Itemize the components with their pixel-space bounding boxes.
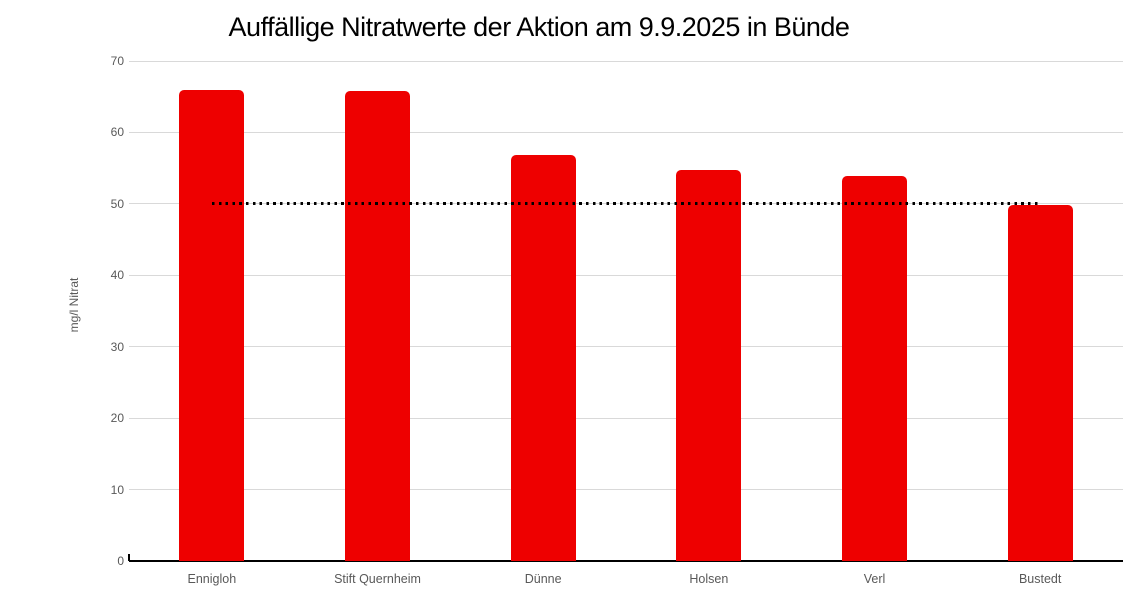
y-tick-label-0: 0 [117,554,124,568]
x-tick-label-dünne: Dünne [524,572,562,586]
bar-ennigloh [179,90,245,561]
bar-stift-quernheim [345,91,410,561]
limit-line [211,202,1041,206]
y-tick-label-20: 20 [110,411,124,426]
gridline-60 [129,131,1123,133]
gridline-20 [129,417,1123,419]
chart-title: Auffällige Nitratwerte der Aktion am 9.9… [228,12,850,42]
bar-dünne [510,154,576,561]
bar-holsen [676,169,742,561]
x-tick-label-holsen: Holsen [689,572,729,586]
x-axis-line [129,560,1123,562]
x-tick-label-stift-quernheim: Stift Quernheim [334,572,421,586]
x-tick-label-verl: Verl [863,572,886,586]
y-tick-label-10: 10 [110,482,124,497]
gridline-10 [129,489,1123,491]
y-tick-label-70: 70 [110,54,124,68]
gridline-30 [129,346,1123,348]
bar-bustedt [1007,205,1073,561]
y-tick-label-40: 40 [110,268,124,283]
bar-verl [842,176,907,561]
y-tick-label-50: 50 [110,196,124,211]
gridline-70 [129,60,1123,62]
y-tick-label-30: 30 [110,339,124,354]
gridline-40 [129,274,1123,276]
x-tick-label-bustedt: Bustedt [1018,572,1062,586]
x-tick-label-ennigloh: Ennigloh [187,572,237,586]
x-axis-origin-tick [128,554,130,561]
y-tick-label-60: 60 [110,125,124,140]
